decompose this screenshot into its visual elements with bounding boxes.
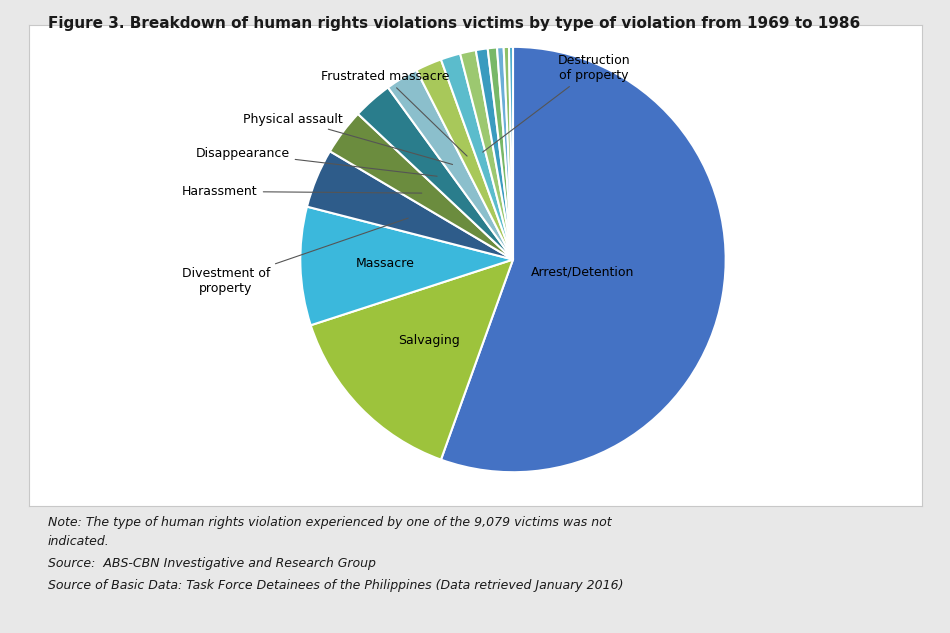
Text: Salvaging: Salvaging xyxy=(398,334,460,348)
Text: Source of Basic Data: Task Force Detainees of the Philippines (Data retrieved Ja: Source of Basic Data: Task Force Detaine… xyxy=(48,579,623,592)
Wedge shape xyxy=(307,151,513,260)
Wedge shape xyxy=(311,260,513,460)
Wedge shape xyxy=(487,47,513,260)
Text: indicated.: indicated. xyxy=(48,535,109,548)
Text: Disappearance: Disappearance xyxy=(196,147,437,176)
Text: Figure 3. Breakdown of human rights violations victims by type of violation from: Figure 3. Breakdown of human rights viol… xyxy=(48,16,860,31)
Text: Physical assault: Physical assault xyxy=(243,113,452,165)
Text: Note: The type of human rights violation experienced by one of the 9,079 victims: Note: The type of human rights violation… xyxy=(48,516,611,529)
Wedge shape xyxy=(497,47,513,260)
Text: Source:  ABS-CBN Investigative and Research Group: Source: ABS-CBN Investigative and Resear… xyxy=(48,557,375,570)
Text: Divestment of
property: Divestment of property xyxy=(181,218,408,295)
Text: Harassment: Harassment xyxy=(182,185,422,198)
Wedge shape xyxy=(300,206,513,325)
Wedge shape xyxy=(504,47,513,260)
Wedge shape xyxy=(476,48,513,260)
Wedge shape xyxy=(509,47,513,260)
Text: Destruction
of property: Destruction of property xyxy=(483,54,630,152)
Wedge shape xyxy=(416,60,513,260)
Text: Frustrated massacre: Frustrated massacre xyxy=(321,70,467,156)
Wedge shape xyxy=(441,47,726,472)
Text: Massacre: Massacre xyxy=(356,257,415,270)
Text: Arrest/Detention: Arrest/Detention xyxy=(530,265,634,278)
Wedge shape xyxy=(388,70,513,260)
Wedge shape xyxy=(460,50,513,260)
Wedge shape xyxy=(330,114,513,260)
Wedge shape xyxy=(358,87,513,260)
Wedge shape xyxy=(441,54,513,260)
